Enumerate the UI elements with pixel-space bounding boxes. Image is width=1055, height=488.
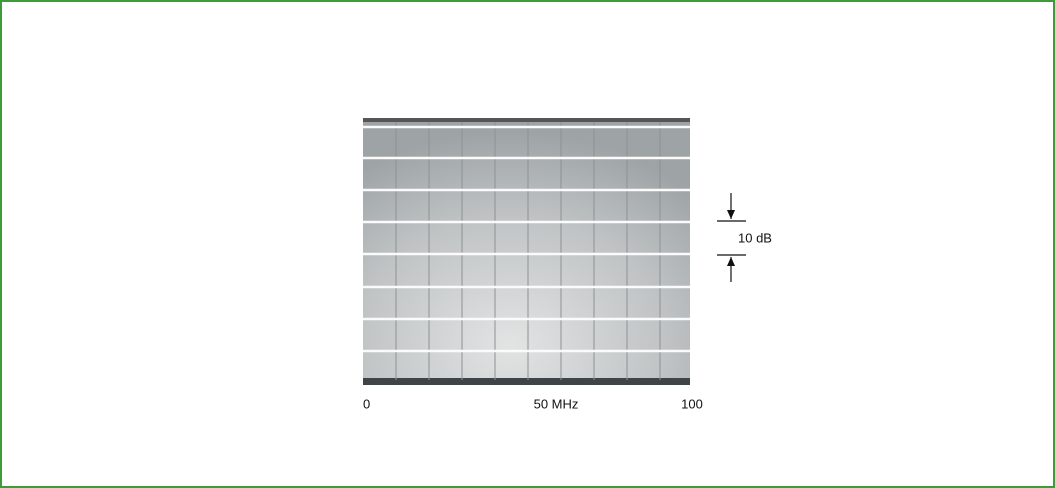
x-label: 0	[363, 396, 370, 411]
h-grid	[363, 125, 690, 353]
v-grid	[395, 122, 661, 380]
screen-bg	[363, 118, 690, 385]
scale-label: 10 dB	[738, 230, 772, 245]
scale-marker	[717, 193, 746, 282]
screen-top	[363, 118, 690, 122]
x-label: 50 MHz	[534, 396, 579, 411]
screen	[363, 118, 690, 385]
noise-floor	[363, 378, 690, 385]
x-label: 100	[681, 396, 703, 411]
